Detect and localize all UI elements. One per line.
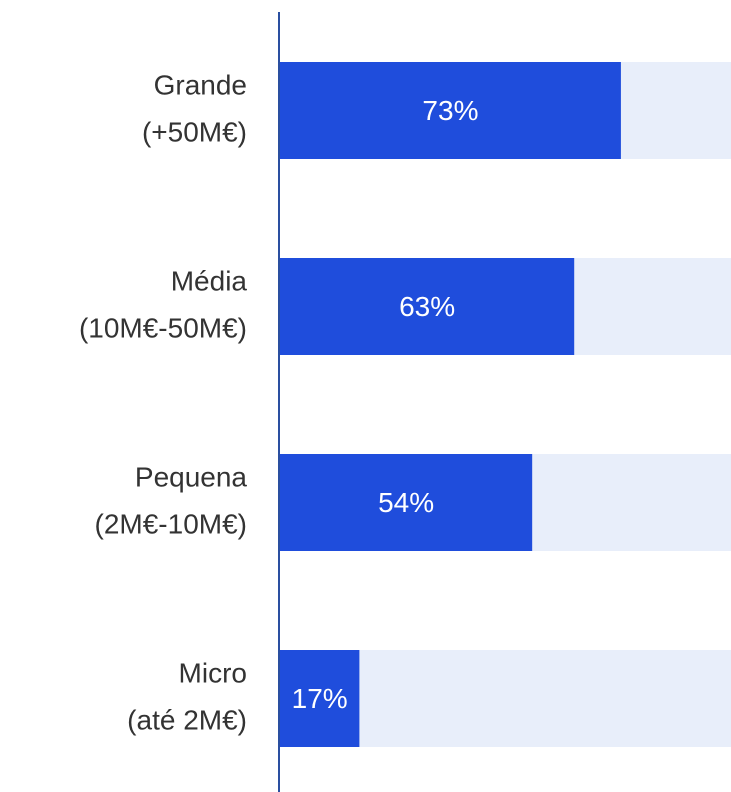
- category-label: Média: [171, 265, 248, 296]
- category-label: Pequena: [135, 461, 248, 492]
- bar: [280, 650, 360, 747]
- category-label: (2M€-10M€): [95, 508, 247, 539]
- value-label: 73%: [422, 95, 478, 126]
- value-label: 63%: [399, 291, 455, 322]
- bar: [280, 454, 533, 551]
- bar: [280, 258, 575, 355]
- category-label: (10M€-50M€): [79, 312, 247, 343]
- bar: [280, 62, 621, 159]
- category-label: Grande: [154, 69, 247, 100]
- category-label: (até 2M€): [127, 704, 247, 735]
- value-label: 17%: [292, 683, 348, 714]
- category-label: (+50M€): [142, 116, 247, 147]
- value-label: 54%: [378, 487, 434, 518]
- category-label: Micro: [179, 657, 247, 688]
